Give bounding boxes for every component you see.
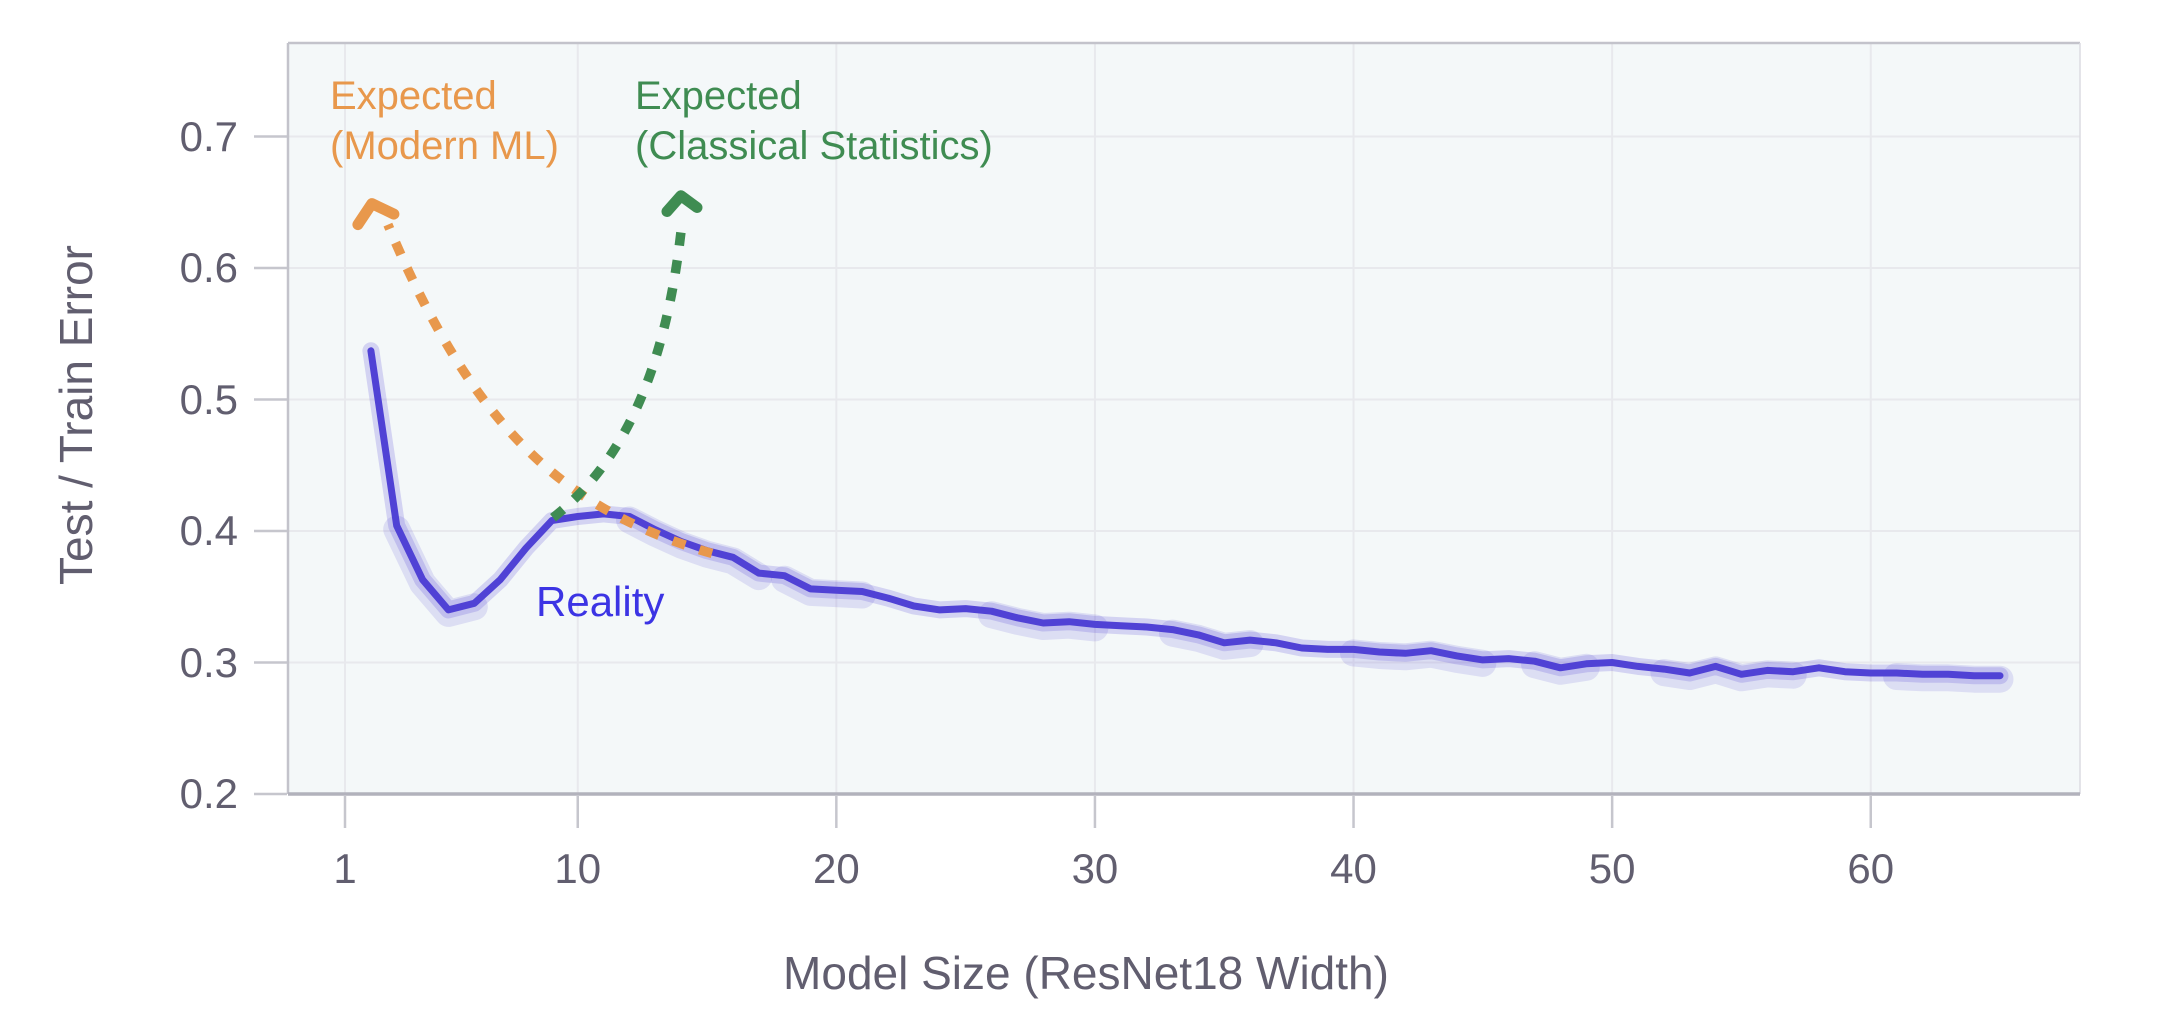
modern-ml-label: Expected (Modern ML) xyxy=(330,71,559,171)
reality-curve xyxy=(367,347,2004,680)
modern-ml-dashed-curve xyxy=(383,222,714,558)
classical-statistics-arrowhead-icon xyxy=(661,190,703,217)
reality-label: Reality xyxy=(536,578,665,625)
modern-ml-arrowhead-icon xyxy=(352,198,400,231)
classical-statistics-dashed-curve xyxy=(548,231,686,523)
modern-ml-label-line2: (Modern ML) xyxy=(330,124,559,168)
classical-statistics-label: Expected (Classical Statistics) xyxy=(635,71,993,171)
classical-statistics-label-line2: (Classical Statistics) xyxy=(635,124,993,168)
y-axis-title: Test / Train Error xyxy=(50,245,102,585)
modern-ml-label-line1: Expected xyxy=(330,74,497,118)
classical-statistics-label-line1: Expected xyxy=(635,74,802,118)
x-axis-title: Model Size (ResNet18 Width) xyxy=(783,947,1389,999)
